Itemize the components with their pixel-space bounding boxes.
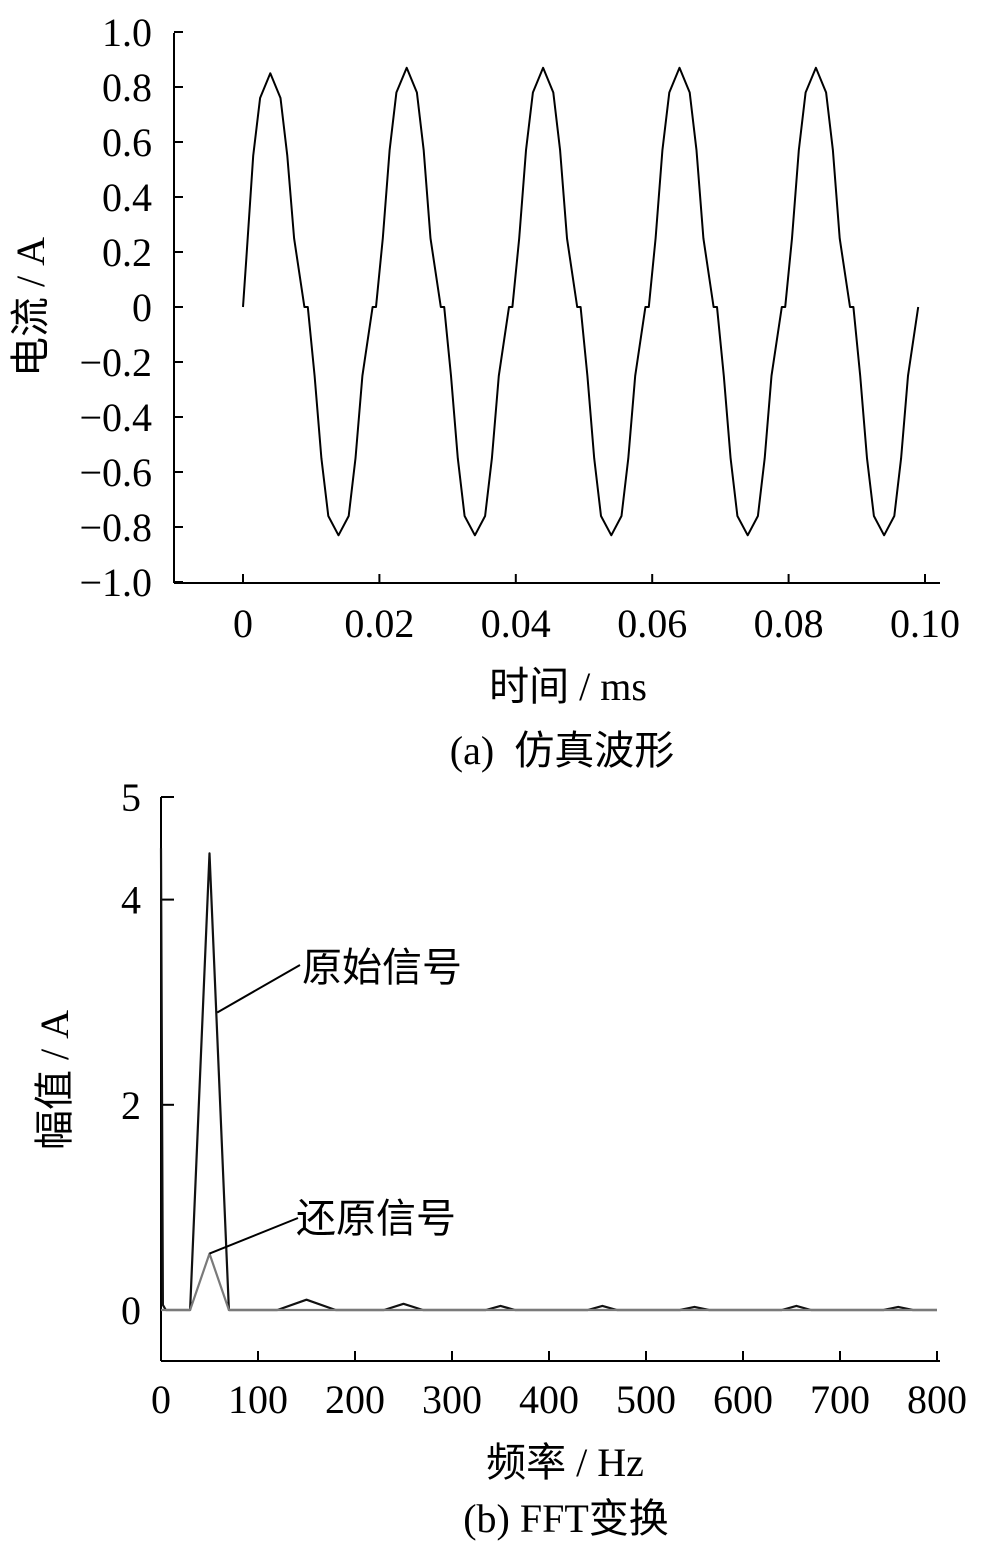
chart-a-x-tick-label: 0.06 xyxy=(617,601,687,646)
chart-b-annotation-leader xyxy=(209,1217,299,1255)
chart-a-x-tick-label: 0 xyxy=(233,601,253,646)
chart-b-ylabel: 幅值 / A xyxy=(32,1010,77,1150)
chart-a-xlabel: 时间 / ms xyxy=(489,664,647,709)
chart-b-x-tick-label: 700 xyxy=(810,1377,870,1422)
chart-a-x-tick-label: 0.04 xyxy=(481,601,551,646)
chart-a-caption: (a) 仿真波形 xyxy=(450,728,674,773)
chart-a-y-tick-label: −0.4 xyxy=(79,395,152,440)
chart-a-y-tick-label: 0.6 xyxy=(102,120,152,165)
chart-a-y-tick-label: 0.8 xyxy=(102,65,152,110)
chart-a-y-tick-label: −0.2 xyxy=(79,340,152,385)
chart-a-x-tick-label: 0.10 xyxy=(890,601,960,646)
chart-b-y-ticks: 0 2 4 5 xyxy=(121,775,174,1333)
chart-a-series-line xyxy=(242,66,920,537)
chart-b-axes xyxy=(160,797,940,1362)
chart-b-annotation-label: 还原信号 xyxy=(296,1196,456,1241)
chart-b-annotation-leader xyxy=(216,964,301,1014)
chart-b-x-tick-label: 100 xyxy=(228,1377,288,1422)
chart-b-x-tick-label: 200 xyxy=(325,1377,385,1422)
chart-a: 1.0 0.8 0.6 0.4 0.2 0 −0.2 −0.4 −0.6 −0.8 −1.0 0 0.… xyxy=(8,10,960,773)
chart-a-y-tick-label: −0.8 xyxy=(79,505,152,550)
chart-b-x-tick-label: 800 xyxy=(907,1377,967,1422)
chart-b-x-ticks: 0 100 200 300 400 500 600 700 800 xyxy=(151,1351,967,1422)
chart-a-y-tick-label: −0.6 xyxy=(79,450,152,495)
chart-b-x-tick-label: 400 xyxy=(519,1377,579,1422)
chart-a-x-ticks: 0 0.02 0.04 0.06 0.08 0.10 xyxy=(233,574,960,646)
chart-a-x-tick-label: 0.02 xyxy=(344,601,414,646)
chart-b-series-line xyxy=(159,848,937,1312)
chart-b-x-tick-label: 300 xyxy=(422,1377,482,1422)
chart-b-x-tick-label: 500 xyxy=(616,1377,676,1422)
chart-a-x-tick-label: 0.08 xyxy=(754,601,824,646)
chart-b-y-tick-label: 5 xyxy=(121,775,141,820)
chart-a-y-tick-label: 0 xyxy=(132,285,152,330)
chart-a-y-tick-label: −1.0 xyxy=(79,560,152,605)
chart-b-annotation-label: 原始信号 xyxy=(302,945,462,990)
chart-b-y-tick-label: 4 xyxy=(121,878,141,923)
chart-a-y-tick-label: 1.0 xyxy=(102,10,152,55)
chart-a-y-ticks: 1.0 0.8 0.6 0.4 0.2 0 −0.2 −0.4 −0.6 −0.8 −1.0 xyxy=(79,10,183,605)
chart-b-series xyxy=(159,848,937,1312)
chart-b-x-tick-label: 0 xyxy=(151,1377,171,1422)
chart-a-ylabel: 电流 / A xyxy=(8,237,53,377)
chart-b-y-tick-label: 0 xyxy=(121,1288,141,1333)
chart-a-series xyxy=(242,66,920,537)
chart-a-y-tick-label: 0.4 xyxy=(102,175,152,220)
chart-a-y-tick-label: 0.2 xyxy=(102,230,152,275)
chart-b-x-tick-label: 600 xyxy=(713,1377,773,1422)
chart-b-xlabel: 频率 / Hz xyxy=(486,1440,644,1485)
chart-b-series-line xyxy=(161,1252,937,1312)
chart-b-y-tick-label: 2 xyxy=(121,1083,141,1128)
chart-b-caption: (b) FFT变换 xyxy=(463,1496,669,1541)
